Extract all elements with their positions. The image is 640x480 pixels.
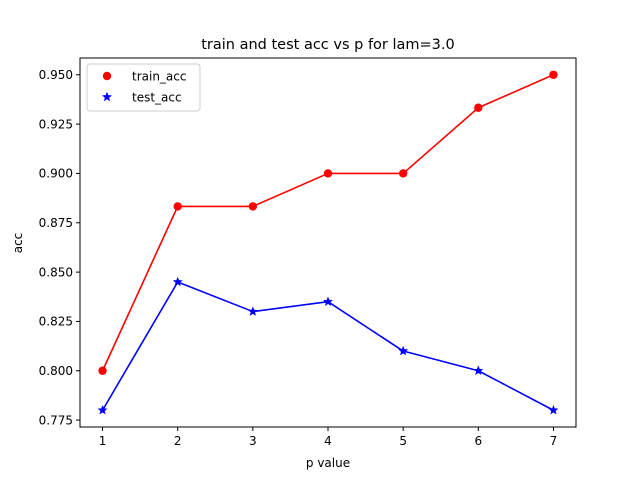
x-tick-label: 6 [474,434,482,448]
legend: train_acc test_acc [86,63,201,112]
legend-marker [102,91,112,102]
y-tick-label: 0.850 [39,265,73,279]
y-tick-label: 0.950 [39,68,73,82]
data-point [173,202,182,211]
data-point [98,366,107,375]
data-point [172,276,183,287]
data-point [323,296,333,306]
x-tick-label: 2 [174,434,182,448]
data-point [549,70,558,79]
x-tick-label: 3 [249,434,257,448]
data-point [97,405,108,415]
legend-box [86,63,201,112]
x-tick-label: 4 [324,434,332,448]
series-line [101,74,554,372]
legend-label: test_acc [132,90,182,104]
data-point [473,365,484,375]
y-axis-label: acc [11,233,25,254]
data-point [548,405,559,415]
y-tick-label: 0.800 [39,364,73,378]
data-point [398,345,409,356]
chart-title: train and test acc vs p for lam=3.0 [201,37,455,53]
data-point [247,306,258,316]
y-tick-label: 0.775 [39,413,73,427]
y-tick-label: 0.900 [39,167,73,181]
x-axis-label: p value [306,456,350,470]
series-train_acc [98,70,558,375]
y-tick-label: 0.825 [39,315,73,329]
series-test_acc [97,276,559,415]
legend-marker [102,71,112,81]
x-tick-label: 1 [99,434,107,448]
legend-label: train_acc [132,69,186,83]
plot-frame [79,57,577,428]
x-tick-label: 5 [399,434,407,448]
y-tick-label: 0.875 [39,216,73,230]
data-point [323,169,333,178]
y-tick-label: 0.925 [39,117,73,131]
data-point [474,103,483,112]
data-point [248,202,258,211]
data-point [398,169,408,178]
x-tick-label: 7 [550,434,558,448]
